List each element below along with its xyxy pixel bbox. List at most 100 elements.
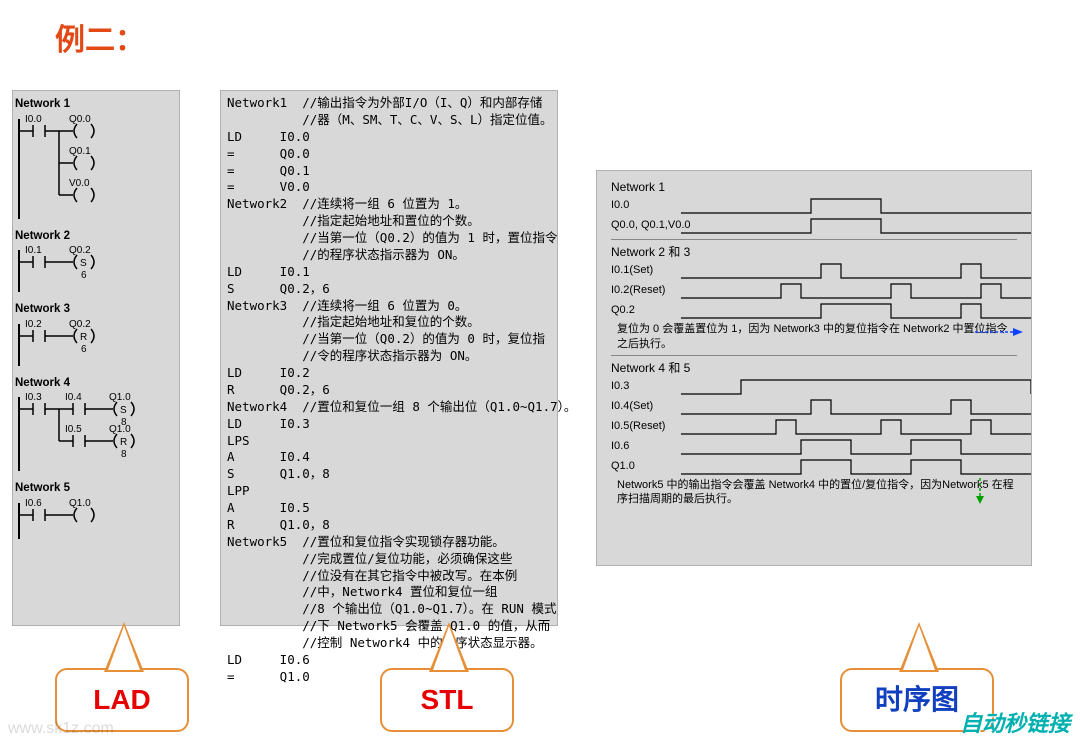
stl-line: //指定起始地址和置位的个数。 xyxy=(227,213,551,230)
watermark-left: www.sk1z.com xyxy=(8,720,114,738)
svg-text:S: S xyxy=(80,258,87,269)
stl-line: LD I0.1 xyxy=(227,264,551,281)
stl-line: LD I0.3 xyxy=(227,416,551,433)
timing-row: I0.4(Set) xyxy=(611,396,1017,416)
svg-text:Q0.2: Q0.2 xyxy=(69,245,91,256)
svg-text:Q0.1: Q0.1 xyxy=(69,146,91,157)
svg-text:V0.0: V0.0 xyxy=(69,178,90,189)
timing-row: I0.1(Set) xyxy=(611,260,1017,280)
timing-wave xyxy=(681,416,1031,436)
timing-row-label: Q1.0 xyxy=(611,459,635,474)
stl-line: = Q0.0 xyxy=(227,146,551,163)
timing-row-label: I0.5(Reset) xyxy=(611,419,665,434)
stl-line: A I0.4 xyxy=(227,449,551,466)
timing-row: I0.2(Reset) xyxy=(611,280,1017,300)
lad-network-svg: I0.3I0.4SQ1.08I0.5RQ1.08 xyxy=(15,391,175,475)
svg-text:6: 6 xyxy=(81,270,87,281)
timing-section-title: Network 4 和 5 xyxy=(611,360,1023,376)
stl-line: R Q0.2，6 xyxy=(227,382,551,399)
stl-line: LD I0.2 xyxy=(227,365,551,382)
timing-wave xyxy=(681,376,1031,396)
timing-wave xyxy=(681,280,1031,300)
callout-stl: STL xyxy=(380,668,514,732)
svg-text:S: S xyxy=(120,405,127,416)
timing-wave xyxy=(681,260,1031,280)
lad-panel: Network 1I0.0Q0.0Q0.1V0.0Network 2I0.1SQ… xyxy=(12,90,180,626)
timing-row: I0.3 xyxy=(611,376,1017,396)
svg-text:8: 8 xyxy=(121,449,127,460)
lad-network-svg: I0.6Q1.0 xyxy=(15,497,175,543)
lad-network-title: Network 5 xyxy=(15,481,177,497)
stl-line: //控制 Network4 中的程序状态显示器。 xyxy=(227,635,551,652)
stl-line: //令的程序状态指示器为 ON。 xyxy=(227,348,551,365)
timing-row: I0.6 xyxy=(611,436,1017,456)
lad-network-title: Network 2 xyxy=(15,229,177,245)
stl-line: A I0.5 xyxy=(227,500,551,517)
stl-line: //的程序状态指示器为 ON。 xyxy=(227,247,551,264)
timing-row-label: I0.1(Set) xyxy=(611,263,653,278)
stl-line: //完成置位/复位功能，必须确保这些 xyxy=(227,551,551,568)
stl-line: Network1 //输出指令为外部I/O（I、Q）和内部存储 xyxy=(227,95,551,112)
stl-line: R Q1.0，8 xyxy=(227,517,551,534)
timing-row-label: I0.0 xyxy=(611,198,629,213)
example-title: 例二： xyxy=(55,15,145,59)
stl-line: LD I0.0 xyxy=(227,129,551,146)
timing-row-label: I0.4(Set) xyxy=(611,399,653,414)
stl-line: Network5 //置位和复位指令实现锁存器功能。 xyxy=(227,534,551,551)
stl-line: S Q1.0，8 xyxy=(227,466,551,483)
svg-text:I0.4: I0.4 xyxy=(65,392,82,403)
stl-line: //当第一位（Q0.2）的值为 1 时，置位指令 xyxy=(227,230,551,247)
svg-text:I0.3: I0.3 xyxy=(25,392,42,403)
timing-wave xyxy=(681,396,1031,416)
svg-text:Q0.2: Q0.2 xyxy=(69,319,91,330)
timing-row-label: I0.3 xyxy=(611,379,629,394)
lad-network-svg: I0.0Q0.0Q0.1V0.0 xyxy=(15,113,175,223)
svg-text:Q1.0: Q1.0 xyxy=(109,424,131,435)
stl-line: //指定起始地址和复位的个数。 xyxy=(227,314,551,331)
stl-line: = Q0.1 xyxy=(227,163,551,180)
svg-text:R: R xyxy=(120,437,127,448)
lad-network-title: Network 4 xyxy=(15,376,177,392)
timing-row: I0.0 xyxy=(611,195,1017,215)
timing-row: Q0.0, Q0.1,V0.0 xyxy=(611,215,1017,235)
svg-text:I0.1: I0.1 xyxy=(25,245,42,256)
stl-line: LPP xyxy=(227,483,551,500)
callout-timing-label: 时序图 xyxy=(875,684,959,715)
stl-line: Network2 //连续将一组 6 位置为 1。 xyxy=(227,196,551,213)
svg-text:I0.2: I0.2 xyxy=(25,319,42,330)
lad-network-title: Network 1 xyxy=(15,97,177,113)
timing-note: 复位为 0 会覆盖置位为 1，因为 Network3 中的复位指令在 Netwo… xyxy=(617,322,1017,351)
timing-wave xyxy=(681,456,1031,476)
timing-arrow xyxy=(975,478,1035,508)
svg-text:Q1.0: Q1.0 xyxy=(109,392,131,403)
timing-row-label: Q0.2 xyxy=(611,303,635,318)
svg-text:6: 6 xyxy=(81,344,87,355)
timing-arrow xyxy=(975,322,1035,352)
stl-line: //器（M、SM、T、C、V、S、L）指定位值。 xyxy=(227,112,551,129)
stl-line: = V0.0 xyxy=(227,179,551,196)
timing-note: Network5 中的输出指令会覆盖 Network4 中的置位/复位指令，因为… xyxy=(617,478,1017,507)
stl-panel: Network1 //输出指令为外部I/O（I、Q）和内部存储 //器（M、SM… xyxy=(220,90,558,626)
stl-line: S Q0.2，6 xyxy=(227,281,551,298)
timing-wave xyxy=(681,300,1031,320)
stl-line: //下 Network5 会覆盖 Q1.0 的值，从而 xyxy=(227,618,551,635)
timing-wave xyxy=(681,436,1031,456)
callout-lad-label: LAD xyxy=(93,684,151,715)
watermark-right: 自动秒链接 xyxy=(960,706,1070,738)
stl-line: //中，Network4 置位和复位一组 xyxy=(227,584,551,601)
stl-line: //当第一位（Q0.2）的值为 0 时，复位指 xyxy=(227,331,551,348)
lad-network-svg: I0.2RQ0.26 xyxy=(15,318,175,370)
svg-text:I0.0: I0.0 xyxy=(25,114,42,125)
timing-wave xyxy=(681,215,1031,235)
svg-text:I0.5: I0.5 xyxy=(65,424,82,435)
stl-line: Network4 //置位和复位一组 8 个输出位（Q1.0~Q1.7）。 xyxy=(227,399,551,416)
stl-line: LD I0.6 xyxy=(227,652,551,669)
timing-wave xyxy=(681,195,1031,215)
lad-network-title: Network 3 xyxy=(15,302,177,318)
timing-row: Q1.0 xyxy=(611,456,1017,476)
stl-line: //8 个输出位（Q1.0~Q1.7）。在 RUN 模式 xyxy=(227,601,551,618)
timing-row: Q0.2 xyxy=(611,300,1017,320)
timing-row-label: Q0.0, Q0.1,V0.0 xyxy=(611,218,691,233)
timing-row: I0.5(Reset) xyxy=(611,416,1017,436)
timing-panel: Network 1I0.0Q0.0, Q0.1,V0.0Network 2 和 … xyxy=(596,170,1032,566)
